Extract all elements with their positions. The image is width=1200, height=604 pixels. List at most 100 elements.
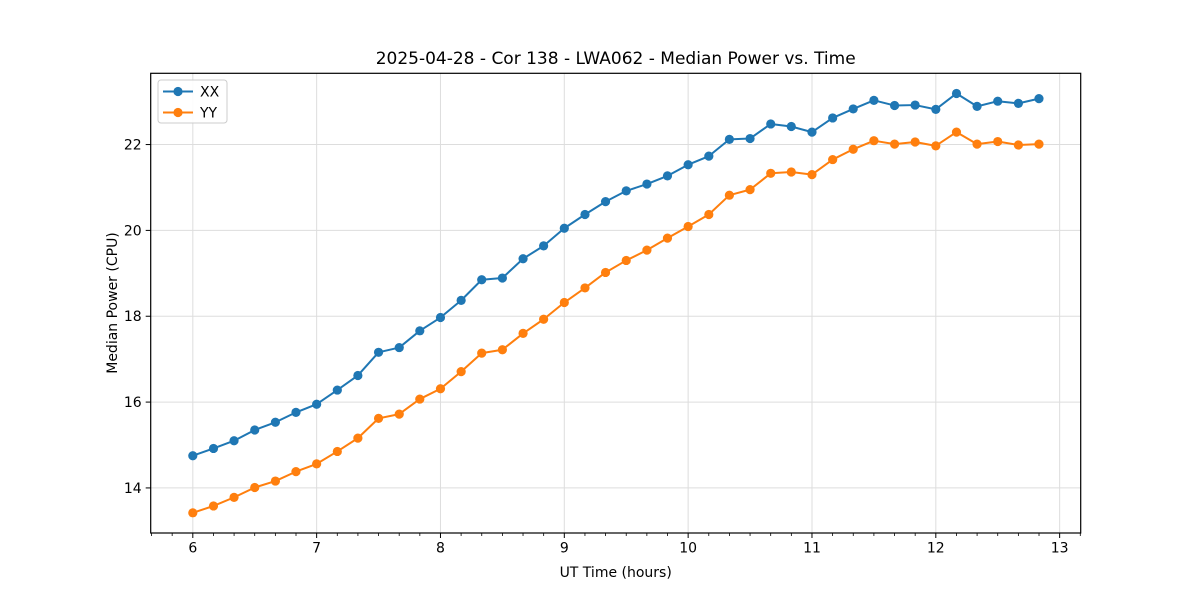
- data-point-marker: [683, 160, 693, 170]
- data-point-marker: [848, 144, 858, 154]
- data-point-marker: [766, 119, 776, 129]
- data-point-marker: [951, 88, 962, 99]
- legend-item-xx: XX: [163, 84, 220, 100]
- data-point-marker: [724, 134, 734, 145]
- data-point-marker: [931, 141, 941, 151]
- data-point-marker: [559, 297, 569, 308]
- legend: XX YY: [157, 79, 228, 124]
- data-point-marker: [642, 179, 652, 189]
- data-point-marker: [435, 384, 446, 394]
- data-point-marker: [828, 113, 838, 123]
- data-point-marker: [828, 154, 838, 165]
- data-point-marker: [456, 367, 466, 377]
- data-point-marker: [972, 139, 982, 149]
- data-point-marker: [477, 348, 487, 358]
- data-point-marker: [291, 467, 301, 477]
- y-tick-label: 14: [124, 481, 142, 497]
- data-point-marker: [910, 137, 920, 147]
- data-point-marker: [518, 328, 528, 339]
- data-point-marker: [642, 245, 652, 255]
- data-point-marker: [807, 169, 817, 180]
- legend-label: YY: [199, 105, 218, 121]
- data-point-marker: [539, 314, 549, 324]
- data-point-marker: [373, 413, 384, 423]
- data-point-marker: [621, 186, 631, 196]
- data-point-marker: [580, 209, 590, 220]
- data-point-marker: [848, 104, 858, 114]
- data-point-marker: [580, 283, 590, 293]
- data-point-marker: [435, 312, 446, 323]
- data-point-marker: [621, 255, 631, 266]
- data-point-marker: [600, 267, 611, 278]
- x-minor-tick-marks: [151, 533, 1081, 536]
- legend-marker: [173, 86, 183, 97]
- data-point-marker: [270, 476, 281, 486]
- data-point-marker: [724, 190, 734, 200]
- y-axis-label: Median Power (CPU): [105, 232, 121, 374]
- data-series: [188, 88, 1044, 518]
- data-point-marker: [869, 136, 879, 146]
- plot-frame: [150, 72, 1082, 534]
- data-point-marker: [477, 275, 487, 285]
- data-point-marker: [807, 127, 817, 137]
- data-point-marker: [600, 197, 611, 207]
- data-point-marker: [353, 370, 363, 381]
- x-tick-label: 11: [803, 541, 821, 557]
- data-point-marker: [312, 399, 322, 409]
- x-tick-label: 9: [560, 541, 569, 557]
- data-point-marker: [889, 100, 900, 111]
- x-axis-label: UT Time (hours): [560, 565, 672, 581]
- data-point-marker: [1034, 139, 1044, 149]
- data-point-marker: [312, 459, 322, 469]
- data-point-marker: [972, 101, 982, 111]
- y-tick-label: 22: [124, 137, 142, 153]
- data-point-marker: [332, 446, 342, 457]
- x-tick-label: 8: [436, 541, 445, 557]
- legend-marker: [173, 107, 183, 118]
- data-point-marker: [229, 436, 239, 446]
- series-xx: [188, 88, 1044, 461]
- data-point-marker: [539, 241, 549, 251]
- data-point-marker: [1013, 98, 1024, 108]
- y-tick-label: 20: [124, 223, 142, 239]
- data-point-marker: [559, 223, 569, 233]
- data-point-marker: [704, 209, 714, 220]
- data-point-marker: [786, 121, 796, 132]
- data-point-marker: [1013, 140, 1024, 150]
- data-point-marker: [910, 100, 920, 110]
- data-point-marker: [456, 295, 466, 305]
- data-point-marker: [745, 133, 755, 144]
- data-point-marker: [208, 443, 219, 454]
- data-point-marker: [394, 342, 404, 353]
- major-tick-marks: [145, 144, 1061, 538]
- series-yy: [188, 127, 1044, 518]
- y-tick-label: 18: [124, 309, 142, 325]
- data-point-marker: [931, 104, 941, 114]
- data-point-marker: [188, 451, 198, 461]
- data-point-marker: [332, 385, 342, 395]
- data-point-marker: [497, 273, 507, 283]
- legend-label: XX: [200, 84, 220, 100]
- data-point-marker: [766, 168, 776, 178]
- data-point-marker: [250, 425, 260, 435]
- data-point-marker: [889, 139, 900, 149]
- data-point-marker: [518, 254, 528, 264]
- data-point-marker: [353, 433, 363, 443]
- data-point-marker: [786, 167, 796, 177]
- tick-labels: 6 7 8 9 10 11 12 13 14 16 18 20 22: [124, 137, 1069, 556]
- data-point-marker: [208, 501, 219, 511]
- data-point-marker: [951, 127, 962, 137]
- chart-title: 2025-04-28 - Cor 138 - LWA062 - Median P…: [376, 49, 856, 69]
- data-point-marker: [869, 95, 879, 105]
- legend-item-yy: YY: [163, 105, 218, 121]
- y-tick-label: 16: [124, 395, 142, 411]
- x-tick-label: 13: [1051, 541, 1069, 557]
- data-point-marker: [993, 96, 1003, 106]
- data-point-marker: [1034, 94, 1044, 104]
- data-point-marker: [415, 394, 425, 404]
- data-point-marker: [415, 326, 425, 336]
- data-point-marker: [662, 171, 673, 181]
- data-point-marker: [291, 407, 301, 417]
